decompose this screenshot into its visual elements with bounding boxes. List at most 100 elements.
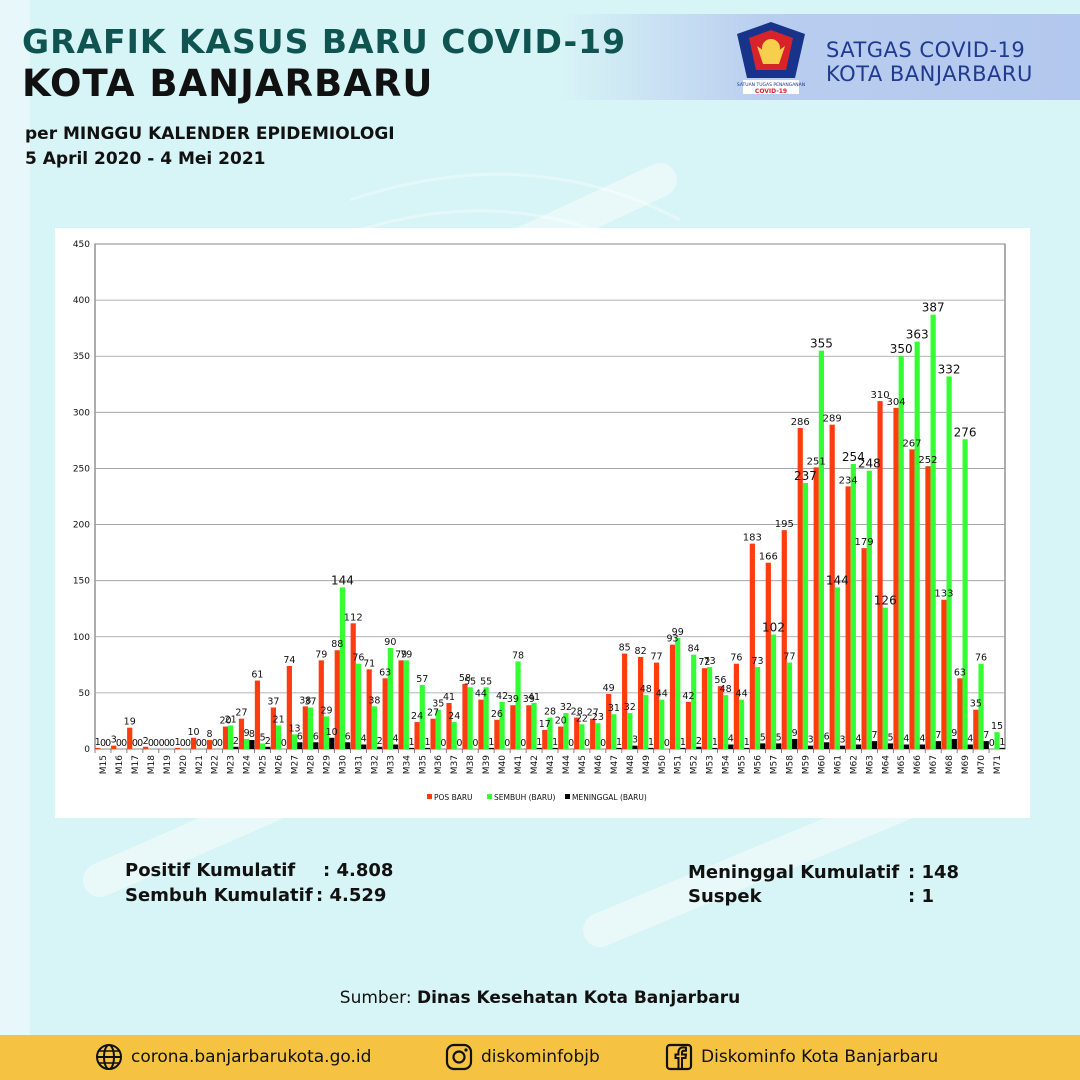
bar-M31-pos	[350, 623, 356, 749]
data-label: 4	[967, 734, 973, 745]
footer-instagram[interactable]: diskominfobjb	[445, 1043, 600, 1071]
data-label: 0	[105, 738, 111, 749]
bar-M55-meninggal	[744, 747, 750, 749]
x-tick-label: M29	[322, 755, 332, 774]
bar-M66-sembuh	[914, 341, 920, 749]
title-line-2: KOTA BANJARBARU	[22, 62, 434, 105]
data-label: 3	[632, 735, 638, 746]
bar-M31-meninggal	[361, 744, 367, 749]
data-label: 77	[783, 652, 795, 663]
data-label: 17	[539, 719, 551, 730]
data-label: 251	[807, 456, 826, 467]
bar-M68-meninggal	[951, 738, 957, 749]
data-label: 0	[116, 738, 122, 749]
data-label: 387	[922, 301, 945, 315]
data-label: 63	[954, 667, 966, 678]
data-label: 237	[794, 469, 817, 483]
bar-M66-pos	[909, 449, 915, 749]
x-tick-label: M17	[131, 755, 141, 774]
data-label: 3	[808, 735, 814, 746]
data-label: 1	[744, 737, 750, 748]
source-name: Dinas Kesehatan Kota Banjarbaru	[416, 988, 741, 1008]
meninggal-value: : 148	[908, 862, 960, 883]
data-label: 6	[345, 731, 351, 742]
data-label: 0	[159, 738, 165, 749]
bar-M30-pos	[334, 650, 340, 749]
org-name-line-2: KOTA BANJARBARU	[826, 62, 1033, 86]
data-label: 10	[326, 727, 338, 738]
bar-M64-sembuh	[882, 607, 888, 749]
bar-M20-pos	[175, 747, 181, 749]
bar-M70-sembuh	[978, 663, 984, 749]
x-tick-label: M48	[626, 755, 636, 774]
bar-M53-meninggal	[712, 747, 718, 749]
bar-M29-pos	[318, 660, 324, 749]
bar-M24-meninggal	[249, 740, 255, 749]
bar-M50-sembuh	[659, 699, 665, 749]
bar-M56-sembuh	[754, 667, 761, 749]
data-label: 363	[906, 328, 929, 342]
data-label: 1	[616, 737, 622, 748]
bar-M47-pos	[606, 694, 612, 749]
data-label: 286	[791, 417, 810, 428]
x-tick-label: M41	[514, 755, 524, 774]
data-label: 0	[281, 738, 287, 749]
x-tick-label: M22	[211, 755, 221, 774]
bar-M47-meninggal	[616, 747, 622, 749]
data-label: 6	[824, 731, 830, 742]
bar-M27-pos	[286, 665, 292, 749]
x-tick-label: M47	[610, 755, 620, 774]
bar-M32-meninggal	[376, 746, 383, 749]
bar-M39-sembuh	[483, 687, 489, 749]
data-label: 102	[762, 621, 785, 635]
data-label: 5	[760, 732, 766, 743]
data-label: 42	[682, 691, 694, 702]
x-tick-label: M53	[706, 755, 716, 774]
y-axis: 0 50 100 150 200 250 300 350 400 450	[73, 240, 90, 755]
data-label: 0	[600, 738, 606, 749]
bar-M17-pos	[127, 727, 133, 749]
x-tick-label: M61	[833, 755, 843, 774]
data-label: 27	[427, 708, 439, 719]
data-label: 133	[934, 589, 953, 600]
bar-M53-pos	[701, 668, 708, 749]
bar-M18-pos	[143, 746, 149, 749]
bar-M71-meninggal	[999, 747, 1005, 749]
data-label: 76	[975, 653, 987, 664]
x-axis: M15 M16 M17 M18 M19 M20 M21 M22 M23 M24 M25 M26 M27 M…	[94, 749, 1003, 774]
data-label: 0	[989, 738, 995, 749]
x-tick-label: M70	[977, 755, 987, 774]
data-label: 84	[688, 644, 700, 655]
bar-M42-pos	[526, 705, 532, 749]
bar-M69-sembuh	[962, 439, 968, 749]
legend-swatch	[487, 794, 492, 799]
x-tick-label: M52	[690, 755, 700, 774]
data-label: 2	[233, 736, 239, 747]
bar-M46-pos	[590, 718, 596, 749]
x-tick-label: M51	[674, 755, 684, 774]
x-tick-label: M50	[658, 755, 668, 774]
x-tick-label: M63	[865, 755, 875, 774]
data-label: 0	[196, 738, 202, 749]
data-label: 0	[201, 738, 207, 749]
bar-M49-meninggal	[648, 747, 654, 749]
data-label: 0	[664, 738, 670, 749]
positif-label: Positif Kumulatif	[125, 860, 296, 881]
data-label: 267	[902, 438, 921, 449]
footer-facebook[interactable]: Diskominfo Kota Banjarbaru	[665, 1043, 938, 1071]
data-label: 254	[842, 450, 865, 464]
data-label: 2	[377, 736, 383, 747]
x-tick-label: M39	[482, 755, 492, 774]
bar-M64-pos	[877, 401, 883, 749]
bar-M35-sembuh	[419, 685, 425, 749]
y-tick-label: 150	[73, 577, 90, 587]
bar-M71-sembuh	[994, 732, 1000, 749]
legend-swatch	[427, 794, 432, 799]
x-tick-label: M28	[307, 755, 317, 774]
data-label: 144	[826, 573, 849, 587]
y-tick-label: 250	[73, 464, 90, 474]
data-label: 8	[207, 729, 213, 740]
footer-website[interactable]: corona.banjarbarukota.go.id	[95, 1043, 371, 1071]
data-label: 0	[212, 738, 218, 749]
data-label: 9	[244, 728, 250, 739]
